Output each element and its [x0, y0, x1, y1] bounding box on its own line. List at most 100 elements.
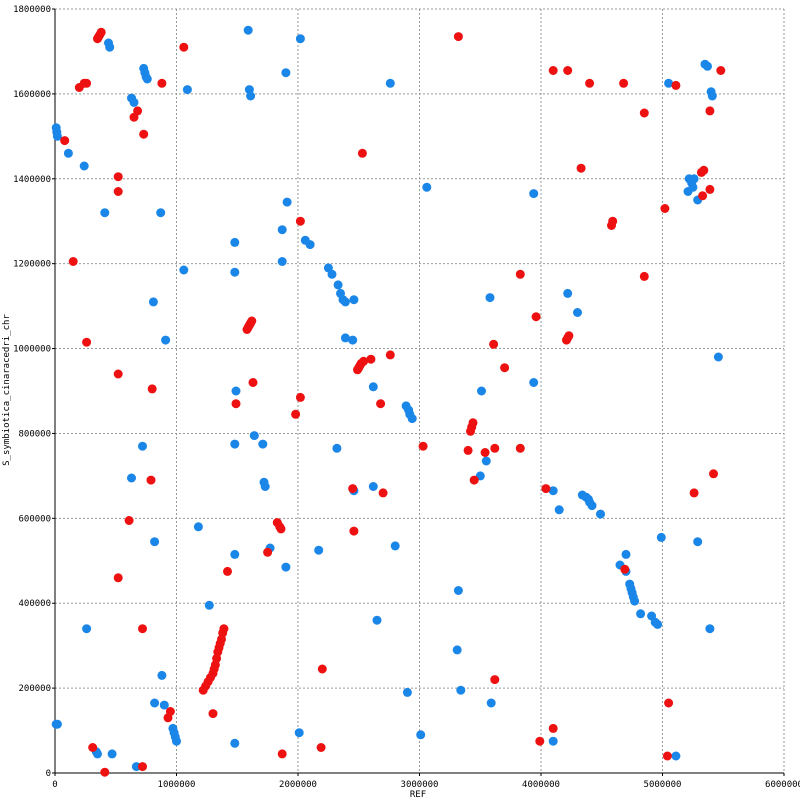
forward-match-point [159, 700, 169, 710]
y-tick-label: 200000 [18, 684, 51, 694]
reverse-match-point [179, 42, 189, 52]
reverse-match-point [317, 664, 327, 674]
forward-match-point [481, 456, 491, 466]
forward-match-point [246, 91, 256, 101]
forward-match-point [368, 382, 378, 392]
reverse-match-point [662, 751, 672, 761]
forward-match-point [182, 85, 192, 95]
y-tick-label: 400000 [18, 599, 51, 609]
reverse-match-point [219, 624, 229, 634]
forward-match-point [596, 509, 605, 519]
reverse-match-point [366, 354, 376, 364]
reverse-match-point [147, 384, 157, 394]
forward-match-point [456, 685, 466, 695]
forward-match-point [150, 537, 160, 547]
reverse-match-point [376, 399, 386, 409]
reverse-match-point [247, 316, 257, 326]
forward-match-point [422, 182, 432, 192]
grid-lines [55, 8, 785, 773]
forward-match-point [703, 61, 712, 71]
reverse-match-point [490, 443, 500, 453]
forward-match-point [485, 293, 495, 303]
reverse-match-point [129, 112, 139, 122]
forward-match-point [258, 439, 268, 449]
reverse-match-point [469, 475, 479, 485]
forward-match-point [63, 148, 73, 158]
y-tick-labels: 0 200000 400000 600000 800000 1000000 1200000 1… [13, 5, 51, 779]
forward-match-point [587, 501, 597, 511]
reverse-match-point [639, 271, 649, 281]
forward-match-point [327, 269, 337, 279]
x-tick-label: 3000000 [401, 780, 439, 790]
reverse-match-point [548, 66, 558, 75]
forward-match-point [453, 586, 463, 595]
reverse-match-point [639, 108, 649, 118]
x-tick-label: 2000000 [279, 780, 317, 790]
reverse-match-point [295, 216, 305, 226]
reverse-match-point [88, 743, 98, 752]
forward-match-point [705, 624, 715, 634]
forward-match-point [260, 482, 270, 491]
forward-match-point [142, 74, 152, 84]
reverse-match-point [689, 488, 699, 498]
forward-match-point [621, 549, 631, 559]
forward-match-point [277, 257, 287, 266]
forward-match-point [172, 736, 181, 746]
reverse-match-point [359, 356, 369, 366]
forward-match-point [349, 295, 359, 305]
x-tick-label: 1000000 [158, 780, 196, 790]
y-tick-label: 1000000 [13, 345, 51, 355]
forward-match-point [340, 333, 350, 343]
reverse-match-point [157, 78, 167, 88]
forward-match-point [230, 237, 240, 247]
forward-match-point [281, 68, 291, 78]
forward-match-point [385, 78, 395, 88]
x-tick-label: 5000000 [644, 780, 682, 790]
reverse-match-point [113, 573, 123, 583]
reverse-match-point [208, 709, 218, 719]
forward-match-point [340, 297, 350, 307]
forward-match-point [416, 730, 426, 740]
reverse-match-point [113, 172, 123, 182]
reverse-match-point [231, 399, 241, 409]
reverse-match-point [291, 409, 301, 419]
reverse-match-point [489, 339, 499, 349]
reverse-match-point [124, 516, 134, 525]
forward-match-point [529, 189, 539, 199]
y-tick-label: 0 [46, 769, 51, 779]
reverse-match-point [263, 547, 273, 557]
reverse-match-point [541, 484, 551, 494]
data-points [51, 25, 726, 777]
forward-match-point [161, 335, 171, 345]
reverse-match-point [295, 392, 305, 402]
forward-match-point [368, 482, 378, 491]
x-tick-label: 6000000 [765, 780, 800, 790]
y-tick-label: 1200000 [13, 260, 51, 270]
reverse-match-point [563, 66, 573, 75]
reverse-match-point [576, 163, 586, 173]
forward-match-point [636, 609, 646, 619]
forward-match-point [402, 687, 412, 697]
forward-match-point [407, 414, 417, 424]
y-tick-label: 600000 [18, 514, 51, 524]
reverse-match-point [277, 749, 287, 759]
reverse-match-point [100, 767, 110, 777]
reverse-match-point [664, 698, 674, 708]
forward-match-point [79, 161, 89, 171]
reverse-match-point [60, 136, 70, 146]
forward-match-point [713, 352, 723, 362]
y-tick-label: 800000 [18, 429, 51, 439]
y-tick-label: 1600000 [13, 90, 51, 100]
reverse-match-point [165, 707, 175, 716]
reverse-match-point [357, 148, 367, 158]
forward-match-point [193, 522, 203, 532]
forward-match-point [249, 431, 259, 441]
forward-match-point [294, 728, 304, 738]
forward-match-point [52, 719, 62, 729]
forward-match-point [156, 208, 166, 218]
forward-match-point [372, 615, 382, 625]
y-tick-label: 1800000 [13, 5, 51, 15]
forward-match-point [348, 335, 358, 345]
